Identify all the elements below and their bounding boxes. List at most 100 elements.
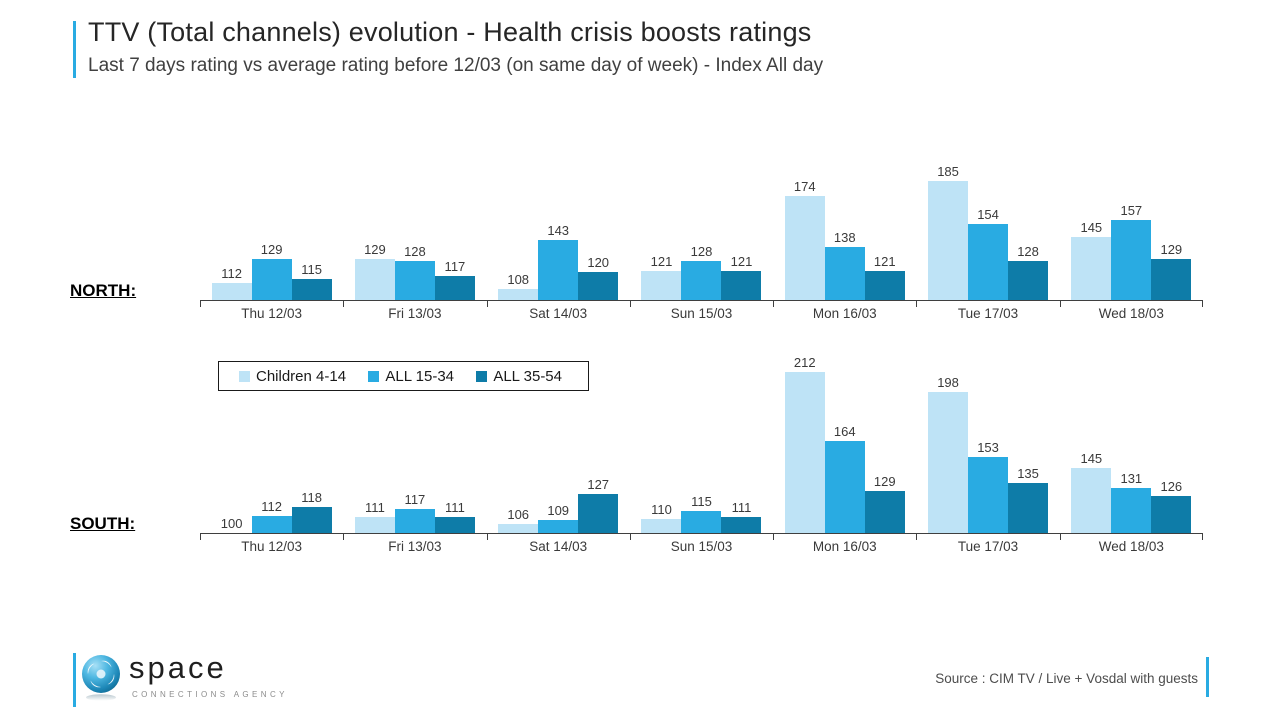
bar-value-label: 153 [977,439,999,455]
north-chart-plot: 112 129 115 129 128 117 108 143 120 121 128 121 174 1… [200,135,1203,307]
bar-value-label: 143 [547,222,570,238]
bar-group: 110 115 111 [630,337,773,533]
legend: Children 4-14 ALL 15-34 ALL 35-54 [218,361,589,391]
bar-all-35-54: 135 [1008,466,1049,533]
legend-item-children-4-14: Children 4-14 [239,368,346,385]
axis-tick [629,301,631,307]
space-logo-tagline: CONNECTIONS AGENCY [132,690,288,699]
bar-value-label: 185 [937,164,959,179]
bar-group: 129 128 117 [343,135,486,300]
axis-tick [629,534,631,540]
legend-label: ALL 15-34 [385,367,455,385]
bar-all-35-54: 127 [578,477,619,533]
axis-tick [1059,534,1061,540]
bar-group: 100 112 118 [200,337,343,533]
bar-value-label: 128 [690,243,713,259]
bar-all-15-34: 112 [251,499,292,533]
bar-value-label: 129 [364,242,386,258]
bar-children-4-14: 108 [498,272,539,300]
bar-value-label: 131 [1120,471,1143,487]
axis-tick [200,534,201,540]
axis-tick [343,534,345,540]
axis-tick [773,534,775,540]
bar-value-label: 138 [833,229,856,245]
bar-children-4-14: 185 [928,164,969,300]
axis-category-label: Fri 13/03 [388,306,442,321]
bar-all-35-54: 115 [291,262,332,300]
bar-group: 174 138 121 [773,135,916,300]
bar-all-35-54: 120 [578,255,619,300]
bar-value-label: 157 [1120,203,1143,219]
bar-group: 185 154 128 [916,135,1059,300]
page-subtitle: Last 7 days rating vs average rating bef… [88,55,824,76]
bar-all-35-54: 117 [434,259,475,300]
bar-value-label: 128 [404,243,426,259]
axis-tick [1202,534,1203,540]
bar-all-35-54: 121 [864,254,905,300]
bar-all-15-34: 138 [824,230,865,300]
axis-category-label: Wed 18/03 [1098,306,1164,321]
axis-category-label: Mon 16/03 [812,306,877,321]
axis-category-label: Thu 12/03 [241,306,303,321]
bar-all-35-54: 121 [721,254,762,300]
axis-tick [773,301,775,307]
bar-group: 198 153 135 [916,337,1059,533]
bar-value-label: 135 [1017,465,1039,481]
bar-children-4-14: 129 [354,242,395,300]
legend-label: Children 4-14 [256,367,347,385]
bar-value-label: 110 [651,501,672,517]
axis-category-label: Sun 15/03 [670,539,733,554]
north-axis-labels: Thu 12/03 Fri 13/03 Sat 14/03 Sun 15/03 Mon … [200,306,1203,321]
axis-category-label: Sat 14/03 [529,306,588,321]
bar-group: 112 129 115 [200,135,343,300]
bar-all-15-34: 128 [394,244,435,300]
legend-swatch [368,370,380,382]
bar-value-label: 121 [730,253,753,269]
axis-tick [486,301,488,307]
bar-value-label: 198 [937,374,959,390]
bar-value-label: 117 [404,491,426,507]
bar-all-35-54: 128 [1008,244,1049,300]
bar-all-15-34: 117 [394,492,435,533]
bar-value-label: 111 [365,500,385,516]
bar-value-label: 154 [977,207,999,223]
axis-category-label: Sun 15/03 [670,306,733,321]
bar-value-label: 109 [547,503,570,518]
bar-all-15-34: 109 [538,503,579,533]
bar-value-label: 111 [445,500,465,516]
axis-tick [486,534,488,540]
bar-group: 145 157 129 [1060,135,1203,300]
bar-value-label: 100 [220,516,243,531]
bar-value-label: 111 [731,500,752,516]
axis-category-label: Fri 13/03 [388,539,442,554]
bar-value-label: 120 [587,255,610,270]
bar-value-label: 126 [1160,478,1183,494]
bar-all-35-54: 129 [864,474,905,533]
bar-all-35-54: 111 [434,500,475,533]
bar-value-label: 164 [833,423,856,439]
bar-children-4-14: 106 [498,507,539,533]
space-logo-wordmark: space [129,650,227,685]
bar-children-4-14: 212 [784,355,825,533]
axis-tick [200,301,201,307]
axis-tick [916,301,918,307]
bar-value-label: 127 [587,477,610,493]
bar-value-label: 115 [301,262,323,277]
bar-group: 212 164 129 [773,337,916,533]
south-chart-plot: 100 112 118 111 117 111 106 109 127 110 115 111 212 1… [200,337,1203,540]
space-logo-sphere-icon [82,655,120,701]
bar-value-label: 129 [873,474,896,490]
bar-all-15-34: 143 [538,223,579,300]
bar-value-label: 145 [1080,220,1103,235]
bar-all-15-34: 129 [251,242,292,300]
bar-children-4-14: 112 [211,266,252,300]
legend-item-all-35-54: ALL 35-54 [476,368,562,385]
bar-children-4-14: 121 [641,254,682,300]
bar-value-label: 115 [691,494,712,510]
bar-group: 121 128 121 [630,135,773,300]
bar-children-4-14: 174 [784,179,825,300]
page-title: TTV (Total channels) evolution - Health … [88,17,812,47]
bar-all-15-34: 115 [681,494,722,533]
south-axis-labels: Thu 12/03 Fri 13/03 Sat 14/03 Sun 15/03 Mon … [200,539,1203,554]
axis-tick [343,301,345,307]
